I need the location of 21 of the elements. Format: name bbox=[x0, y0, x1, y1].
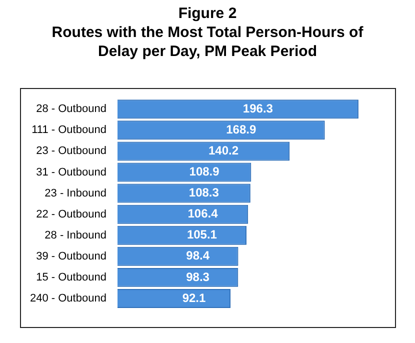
chart-title: Figure 2 Routes with the Most Total Person-Hours of Delay per Day, PM Peak Period bbox=[50, 4, 364, 61]
data-label: 108.3 bbox=[188, 186, 220, 200]
y-tick-label: 39 - Outbound bbox=[36, 250, 106, 262]
data-label: 98.3 bbox=[186, 270, 210, 284]
y-tick-label: 240 - Outbound bbox=[30, 292, 106, 305]
data-label: 106.4 bbox=[188, 206, 218, 221]
y-tick-label: 31 - Outbound bbox=[36, 166, 106, 178]
y-tick-label: 23 - Inbound bbox=[44, 187, 106, 200]
data-label: 196.3 bbox=[242, 101, 274, 116]
data-label: 108.9 bbox=[189, 164, 220, 179]
y-tick-label: 23 - Outbound bbox=[36, 145, 106, 158]
y-tick-label: 111 - Outbound bbox=[32, 124, 106, 136]
data-label: 92.1 bbox=[182, 290, 206, 305]
y-tick-label: 22 - Outbound bbox=[36, 208, 106, 220]
y-tick-label: 28 - Inbound bbox=[44, 229, 106, 242]
data-label: 168.9 bbox=[226, 122, 256, 136]
data-label: 105.1 bbox=[186, 228, 218, 242]
y-tick-label: 15 - Outbound bbox=[36, 271, 106, 284]
data-label: 98.4 bbox=[186, 248, 210, 263]
data-label: 140.2 bbox=[208, 144, 239, 158]
y-tick-label: 28 - Outbound bbox=[36, 103, 106, 116]
